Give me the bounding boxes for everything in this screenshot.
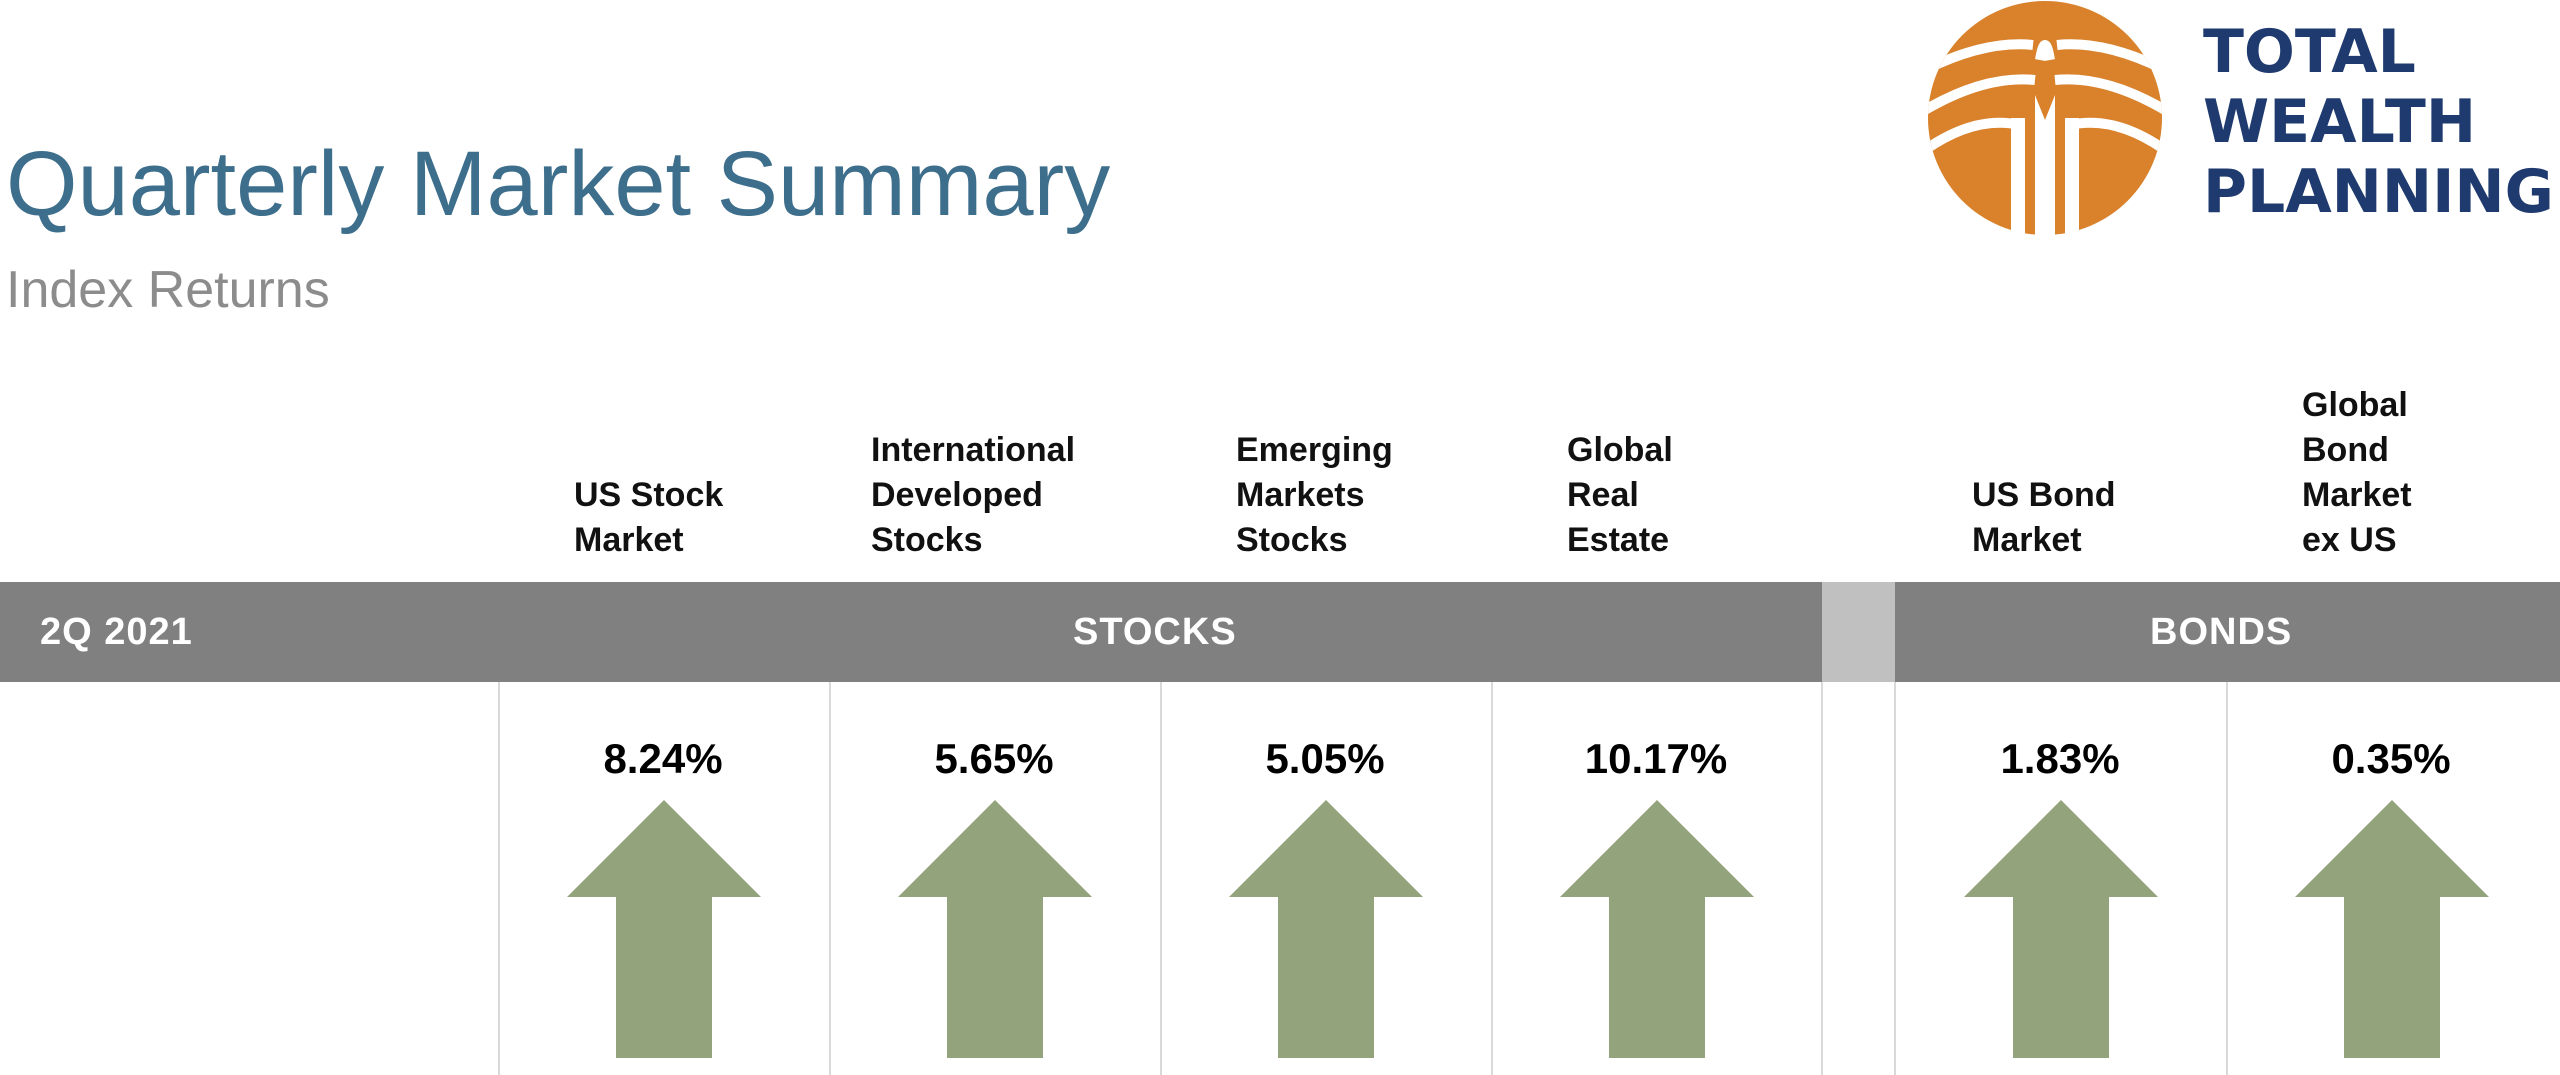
up-arrow-icon: [2295, 800, 2489, 1058]
page-title: Quarterly Market Summary: [6, 133, 1111, 235]
column-divider: [2226, 682, 2228, 1075]
column-header-line: Bond: [2302, 431, 2389, 469]
column-divider: [498, 682, 500, 1075]
column-header-intl-developed: International Developed Stocks: [871, 428, 1075, 563]
column-header-line: Markets: [1236, 476, 1365, 514]
column-header-line: Global: [2302, 386, 2408, 424]
logo-text-line: TOTAL: [2203, 17, 2416, 87]
return-value-intl-developed: 5.65%: [934, 735, 1054, 782]
return-value-global-real-estate: 10.17%: [1584, 735, 1728, 782]
column-header-line: US Stock: [574, 476, 724, 514]
column-divider: [1821, 682, 1823, 1075]
column-divider: [829, 682, 831, 1075]
column-header-global-real-estate: Global Real Estate: [1567, 428, 1673, 563]
up-arrow-icon: [898, 800, 1092, 1058]
page-subtitle: Index Returns: [6, 261, 330, 319]
column-divider: [1160, 682, 1162, 1075]
up-arrow-icon: [567, 800, 761, 1058]
bonds-band: [1895, 582, 2560, 682]
column-header-global-bond-ex-us: Global Bond Market ex US: [2302, 383, 2412, 563]
period-label: 2Q 2021: [40, 611, 193, 653]
up-arrow-icon: [1229, 800, 1423, 1058]
column-header-line: US Bond: [1972, 476, 2116, 514]
column-header-line: Developed: [871, 476, 1043, 514]
group-label-bonds: BONDS: [2150, 611, 2293, 653]
company-logo: TOTAL WEALTH PLANNING: [1925, 0, 2560, 240]
column-header-us-bond: US Bond Market: [1972, 473, 2116, 563]
column-header-line: International: [871, 431, 1076, 469]
column-header-line: Stocks: [871, 521, 983, 559]
column-header-line: Stocks: [1236, 521, 1348, 559]
group-label-stocks: STOCKS: [1073, 611, 1237, 653]
up-arrow-icon: [1560, 800, 1754, 1058]
return-value-emerging: 5.05%: [1265, 735, 1385, 782]
logo-text-line: PLANNING: [2203, 157, 2554, 227]
column-header-line: Market: [1972, 521, 2082, 559]
column-header-line: Market: [2302, 476, 2412, 514]
column-header-line: ex US: [2302, 521, 2397, 559]
return-value-global-bond-ex-us: 0.35%: [2331, 735, 2451, 782]
up-arrow-icon: [1964, 800, 2158, 1058]
column-header-line: Estate: [1567, 521, 1670, 559]
column-header-line: Real: [1567, 476, 1639, 514]
return-value-us-bond: 1.83%: [2000, 735, 2120, 782]
stocks-band: [0, 582, 1822, 682]
column-divider: [1491, 682, 1493, 1075]
column-header-line: Market: [574, 521, 684, 559]
column-header-emerging: Emerging Markets Stocks: [1236, 428, 1393, 563]
return-value-us-stock: 8.24%: [603, 735, 723, 782]
column-header-line: Emerging: [1236, 431, 1393, 469]
column-divider: [1894, 682, 1896, 1075]
band-separator: [1822, 582, 1895, 682]
column-header-us-stock: US Stock Market: [574, 473, 723, 563]
logo-emblem-icon: [1928, 1, 2162, 240]
column-header-line: Global: [1567, 431, 1673, 469]
logo-text-line: WEALTH: [2203, 87, 2477, 157]
